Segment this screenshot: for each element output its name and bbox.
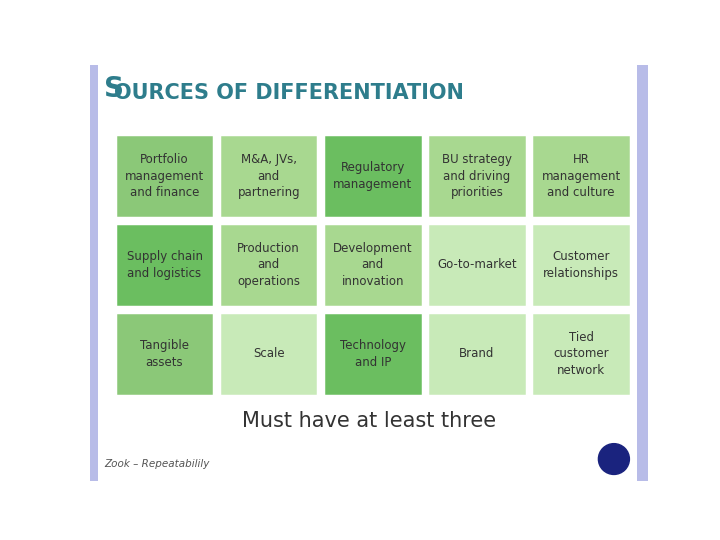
Text: Technology
and IP: Technology and IP <box>340 339 406 369</box>
Text: Supply chain
and logistics: Supply chain and logistics <box>127 250 202 280</box>
Text: Regulatory
management: Regulatory management <box>333 161 413 191</box>
Text: S: S <box>104 75 124 103</box>
Bar <box>323 223 423 307</box>
Bar <box>531 312 631 396</box>
Text: Zook – Repeatabilily: Zook – Repeatabilily <box>104 458 210 469</box>
Text: Portfolio
management
and finance: Portfolio management and finance <box>125 153 204 199</box>
Bar <box>114 223 215 307</box>
Text: Tied
customer
network: Tied customer network <box>554 331 609 377</box>
Text: Must have at least three: Must have at least three <box>242 410 496 430</box>
Bar <box>637 65 648 481</box>
Bar <box>531 223 631 307</box>
Circle shape <box>598 444 629 475</box>
Bar <box>427 312 527 396</box>
Bar <box>114 134 215 218</box>
Bar <box>114 312 215 396</box>
Text: BU strategy
and driving
priorities: BU strategy and driving priorities <box>442 153 512 199</box>
Bar <box>90 65 98 481</box>
Text: Customer
relationships: Customer relationships <box>543 250 619 280</box>
Text: Tangible
assets: Tangible assets <box>140 339 189 369</box>
Text: HR
management
and culture: HR management and culture <box>541 153 621 199</box>
Bar <box>531 134 631 218</box>
Text: Production
and
operations: Production and operations <box>237 242 300 288</box>
Text: M&A, JVs,
and
partnering: M&A, JVs, and partnering <box>238 153 300 199</box>
Text: Development
and
innovation: Development and innovation <box>333 242 413 288</box>
Bar <box>219 134 318 218</box>
Text: OURCES OF DIFFERENTIATION: OURCES OF DIFFERENTIATION <box>114 83 464 103</box>
Text: Brand: Brand <box>459 347 495 360</box>
Text: Go-to-market: Go-to-market <box>437 259 517 272</box>
Bar <box>219 312 318 396</box>
Bar <box>427 223 527 307</box>
Bar <box>219 223 318 307</box>
Bar <box>427 134 527 218</box>
Bar <box>323 134 423 218</box>
Text: Scale: Scale <box>253 347 284 360</box>
Bar <box>323 312 423 396</box>
